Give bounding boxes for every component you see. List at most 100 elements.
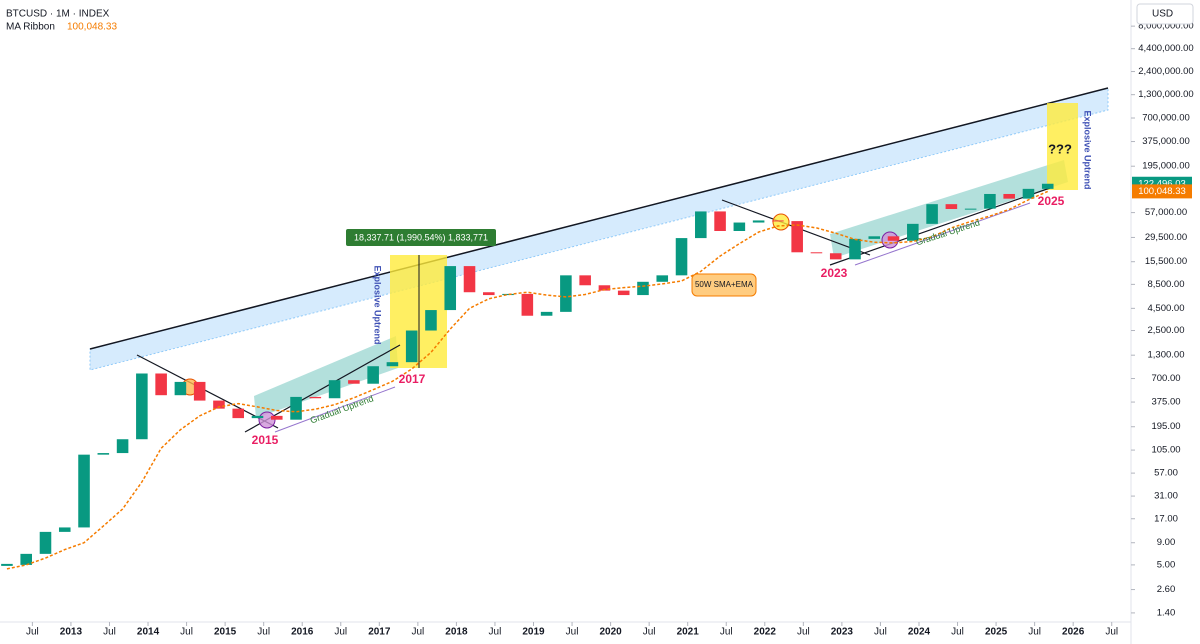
candle — [695, 211, 707, 239]
candle — [598, 285, 611, 291]
candle — [945, 204, 958, 210]
axis-labels: 1.40 2.60 5.00 9.00 17.00 31.00 57.00 105.00 195… — [26, 21, 1194, 638]
x-tick-label: 2025 — [985, 627, 1008, 638]
y-tick-label: 195.00 — [1151, 421, 1180, 432]
y-tick-label: 2,500.00 — [1148, 325, 1185, 336]
trend-label: Explosive Uptrend — [1083, 110, 1093, 189]
x-tick-label: Jul — [643, 627, 656, 638]
x-tick-label: 2022 — [754, 627, 777, 638]
candle — [1003, 193, 1015, 199]
y-tick-label: 1,300.00 — [1148, 350, 1185, 361]
x-tick-label: 2013 — [60, 627, 83, 638]
candle — [367, 366, 379, 384]
x-tick-label: Jul — [334, 627, 347, 638]
candle — [791, 221, 803, 253]
candle — [560, 275, 572, 312]
year-label: 2025 — [1038, 194, 1065, 208]
x-tick-label: 2019 — [522, 627, 545, 638]
y-tick-label: 1,300,000.00 — [1138, 89, 1193, 100]
candle — [270, 415, 283, 420]
x-tick-label: Jul — [874, 627, 887, 638]
y-tick-label: 105.00 — [1151, 445, 1180, 456]
x-tick-label: Jul — [566, 627, 579, 638]
candle — [155, 373, 167, 396]
y-tick-label: 9.00 — [1157, 537, 1176, 548]
candle — [772, 220, 784, 222]
uptrend-channel — [254, 336, 398, 418]
trend-line — [136, 354, 279, 429]
candle — [174, 381, 187, 396]
candle — [579, 275, 591, 286]
x-tick-label: Jul — [489, 627, 502, 638]
x-tick-label: 2015 — [214, 627, 237, 638]
candle — [232, 408, 245, 419]
candle — [675, 238, 688, 276]
legend: BTCUSD · 1M · INDEX MA Ribbon 100,048.33 — [6, 9, 117, 33]
year-label: 2015 — [252, 433, 279, 447]
candle — [328, 380, 341, 399]
candle — [502, 293, 514, 296]
x-tick-label: 2026 — [1062, 627, 1085, 638]
x-tick-label: 2023 — [831, 627, 854, 638]
x-tick-label: Jul — [103, 627, 116, 638]
x-tick-label: 2024 — [908, 627, 931, 638]
y-tick-label: 700.00 — [1151, 373, 1180, 384]
y-tick-label: 2,400,000.00 — [1138, 66, 1193, 77]
price-tag — [1132, 184, 1192, 199]
candle — [348, 380, 360, 384]
candle — [116, 439, 129, 454]
candle — [540, 311, 553, 316]
resistance-line — [89, 87, 1109, 350]
x-tick-label: 2017 — [368, 627, 391, 638]
x-tick-label: Jul — [1105, 627, 1118, 638]
x-tick-label: 2020 — [599, 627, 622, 638]
y-tick-label: 195,000.00 — [1142, 161, 1190, 172]
x-tick-label: Jul — [411, 627, 424, 638]
candle — [887, 236, 900, 241]
candle — [752, 220, 765, 223]
x-tick-label: Jul — [720, 627, 733, 638]
y-tick-label: 2.60 — [1157, 584, 1176, 595]
trend-label: Explosive Uptrend — [373, 265, 383, 344]
y-tick-label: 375,000.00 — [1142, 136, 1190, 147]
candle — [425, 310, 437, 331]
candle — [810, 252, 823, 254]
x-tick-label: Jul — [951, 627, 964, 638]
arrow-line — [274, 386, 396, 433]
candle — [849, 238, 861, 260]
plot — [1, 183, 1054, 570]
y-tick-label: 4,400,000.00 — [1138, 43, 1193, 54]
x-tick-label: 2014 — [137, 627, 160, 638]
candle — [213, 400, 225, 409]
axes — [0, 0, 1132, 644]
candle — [78, 454, 90, 528]
currency-button[interactable] — [1136, 3, 1194, 25]
y-tick-label: 57,000.00 — [1145, 207, 1187, 218]
candle — [386, 362, 399, 367]
y-tick-label: 29,500.00 — [1145, 232, 1187, 243]
y-tick-label: 5.00 — [1157, 559, 1176, 570]
price-tag-label: 100,048.33 — [1138, 186, 1186, 197]
measure-label: 18,337.71 (1,990.54%) 1,833,771 — [354, 232, 488, 242]
y-tick-label: 57.00 — [1154, 468, 1178, 479]
y-tick-label: 31.00 — [1154, 491, 1178, 502]
x-tick-label: 2016 — [291, 627, 314, 638]
projection-box — [1047, 103, 1078, 190]
price-tag-label: 122,496.03 — [1138, 178, 1186, 189]
candle — [637, 281, 649, 296]
year-label: 2017 — [399, 372, 426, 386]
candle — [251, 415, 264, 419]
candle — [521, 293, 534, 316]
candle — [964, 208, 977, 210]
indicator-value: 100,048.33 — [67, 22, 117, 33]
candle — [290, 396, 302, 420]
note-text: 50W SMA+EMA — [695, 280, 754, 289]
currency-text[interactable]: USD — [1152, 9, 1173, 20]
candle — [1041, 183, 1054, 189]
candle — [309, 396, 322, 399]
candle — [733, 222, 746, 231]
x-tick-label: 2018 — [445, 627, 468, 638]
candle — [20, 553, 32, 565]
ma-line — [6, 190, 1049, 570]
